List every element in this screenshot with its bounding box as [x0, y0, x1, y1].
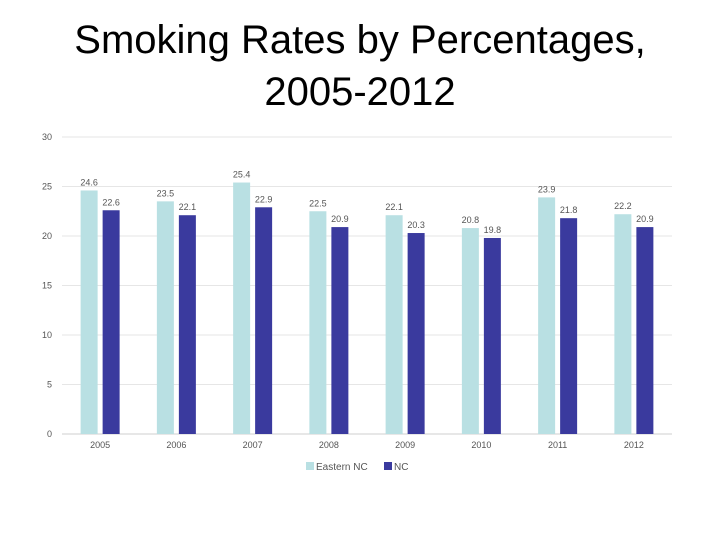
x-tick-label: 2008 [319, 440, 339, 450]
data-label: 24.6 [80, 177, 98, 187]
legend-swatch [384, 462, 392, 470]
y-tick-label: 30 [42, 132, 52, 142]
data-label: 25.4 [233, 170, 251, 180]
bar-nc [483, 237, 501, 434]
bar-eastern-nc [156, 201, 174, 434]
x-tick-label: 2006 [166, 440, 186, 450]
bar-eastern-nc [233, 182, 251, 434]
data-label: 22.6 [102, 197, 120, 207]
bar-nc [636, 227, 654, 434]
y-tick-label: 15 [42, 281, 52, 291]
y-tick-label: 25 [42, 182, 52, 192]
x-tick-label: 2011 [548, 440, 567, 450]
data-label: 20.9 [331, 214, 349, 224]
x-tick-label: 2007 [243, 440, 263, 450]
bar-eastern-nc [385, 215, 403, 434]
bar-eastern-nc [309, 211, 327, 434]
bar-eastern-nc [538, 197, 556, 434]
data-label: 21.8 [560, 205, 578, 215]
bar-eastern-nc [614, 214, 632, 434]
bar-nc [331, 227, 349, 434]
data-label: 22.9 [255, 194, 273, 204]
x-tick-label: 2005 [90, 440, 110, 450]
y-tick-label: 10 [42, 330, 52, 340]
legend-label: NC [394, 462, 408, 473]
title-line-2: 2005-2012 [264, 70, 456, 114]
bar-eastern-nc [80, 190, 98, 434]
data-label: 20.8 [462, 215, 480, 225]
bar-nc [255, 207, 273, 434]
data-label: 22.1 [179, 202, 197, 212]
bar-eastern-nc [461, 228, 479, 434]
data-label: 23.5 [157, 188, 175, 198]
y-tick-label: 0 [47, 429, 52, 439]
x-tick-label: 2009 [395, 440, 415, 450]
bar-nc [178, 215, 196, 434]
x-tick-label: 2010 [471, 440, 491, 450]
data-label: 20.3 [407, 220, 425, 230]
data-label: 22.2 [614, 201, 632, 211]
x-tick-label: 2012 [624, 440, 644, 450]
bar-nc [407, 233, 425, 434]
data-label: 19.8 [484, 225, 502, 235]
title-line-1: Smoking Rates by Percentages, [74, 18, 646, 62]
data-label: 20.9 [636, 214, 654, 224]
data-label: 22.5 [309, 198, 327, 208]
y-tick-label: 20 [42, 231, 52, 241]
data-label: 23.9 [538, 184, 556, 194]
legend-swatch [306, 462, 314, 470]
y-tick-label: 5 [47, 380, 52, 390]
bar-nc [102, 210, 120, 434]
bar-nc [560, 218, 578, 434]
data-label: 22.1 [385, 202, 403, 212]
page-title: Smoking Rates by Percentages, 2005-2012 [0, 14, 720, 118]
legend-label: Eastern NC [316, 462, 368, 473]
